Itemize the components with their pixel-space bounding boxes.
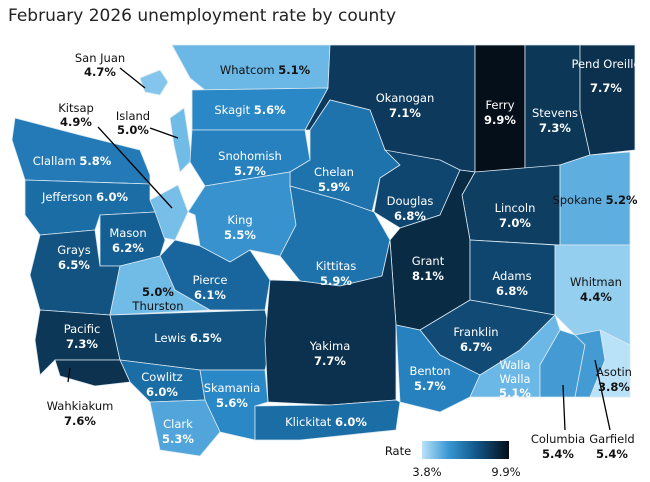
- legend-max-label: 9.9%: [491, 465, 520, 479]
- label-cowlitz: Cowlitz 6.0%: [141, 370, 182, 399]
- county-spokane[interactable]: [559, 151, 631, 246]
- county-san-juan[interactable]: [139, 69, 169, 96]
- label-snohomish: Snohomish 5.7%: [218, 149, 282, 178]
- label-kitsap: Kitsap 4.9%: [58, 101, 94, 129]
- legend: Rate 3.8% 9.9%: [385, 441, 521, 479]
- label-benton: Benton 5.7%: [409, 364, 450, 393]
- label-okanogan: Okanogan 7.1%: [376, 91, 435, 120]
- label-island: Island 5.0%: [116, 109, 150, 137]
- map-title: February 2026 unemployment rate by count…: [8, 6, 397, 26]
- label-douglas: Douglas 6.8%: [387, 194, 434, 223]
- label-lincoln: Lincoln 7.0%: [495, 201, 536, 230]
- leader-lines: [67, 67, 611, 431]
- label-king: King 5.5%: [224, 213, 256, 242]
- label-whitman: Whitman 4.4%: [570, 275, 622, 304]
- label-ferry: Ferry 9.9%: [484, 98, 516, 127]
- label-stevens: Stevens 7.3%: [532, 106, 578, 135]
- county-garfield[interactable]: [574, 329, 606, 398]
- label-kittitas: Kittitas 5.9%: [316, 259, 357, 288]
- county-wahkiakum[interactable]: [54, 359, 131, 387]
- label-clark: Clark 5.3%: [162, 417, 194, 446]
- county-island[interactable]: [169, 107, 193, 173]
- label-columbia: Columbia 5.4%: [531, 432, 585, 461]
- county-klickitat[interactable]: [254, 399, 401, 441]
- county-clark[interactable]: [149, 399, 221, 457]
- legend-min-label: 3.8%: [412, 465, 441, 479]
- label-skagit: Skagit 5.6%: [214, 103, 286, 117]
- label-jefferson: Jefferson 6.0%: [41, 190, 129, 204]
- label-grant: Grant 8.1%: [412, 254, 445, 283]
- county-chelan[interactable]: [289, 99, 401, 213]
- label-lewis: Lewis 6.5%: [154, 331, 222, 345]
- label-pend-oreille: Pend Oreille 7.7%: [571, 57, 640, 95]
- label-thurston: 5.0% Thurston: [131, 285, 183, 313]
- label-spokane: Spokane 5.2%: [552, 193, 638, 207]
- label-mason: Mason 6.2%: [109, 226, 146, 255]
- legend-gradient: [422, 441, 509, 459]
- label-clallam: Clallam 5.8%: [33, 154, 112, 168]
- label-chelan: Chelan 5.9%: [314, 165, 354, 194]
- label-pierce: Pierce 6.1%: [193, 273, 228, 302]
- county-pierce[interactable]: [159, 239, 271, 311]
- label-adams: Adams 6.8%: [492, 269, 531, 298]
- label-wahkiakum: Wahkiakum 7.6%: [47, 399, 114, 428]
- county-clallam[interactable]: [11, 117, 151, 185]
- label-whatcom: Whatcom 5.1%: [220, 63, 311, 77]
- label-san-juan: San Juan 4.7%: [75, 51, 125, 79]
- label-franklin: Franklin 6.7%: [453, 325, 498, 354]
- label-garfield: Garfield 5.4%: [589, 432, 635, 461]
- label-klickitat: Klickitat 6.0%: [285, 415, 367, 429]
- label-grays-harbor: Grays 6.5%: [57, 243, 90, 272]
- label-asotin: Asotin 3.8%: [596, 365, 632, 394]
- county-pend-oreille[interactable]: [579, 44, 636, 156]
- legend-title: Rate: [385, 444, 411, 458]
- label-skamania: Skamania 5.6%: [204, 381, 261, 410]
- label-yakima: Yakima 7.7%: [309, 339, 351, 368]
- label-walla-walla: Walla Walla 5.1%: [499, 358, 531, 400]
- label-pacific: Pacific 7.3%: [64, 322, 101, 351]
